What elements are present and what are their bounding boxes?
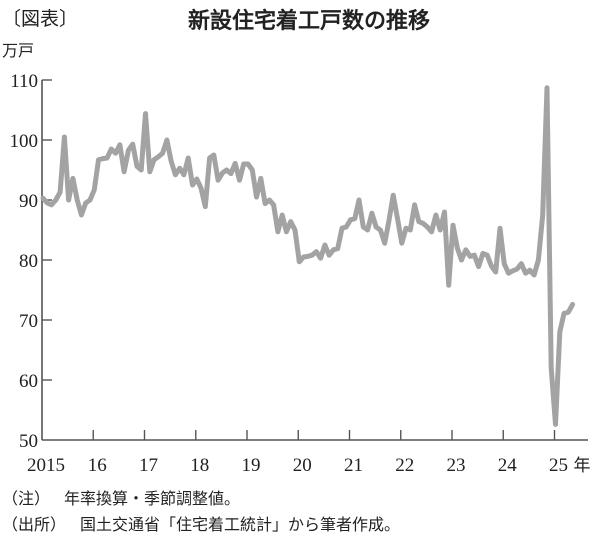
y-axis-unit-label: 万戸 <box>2 41 35 60</box>
x-tick-label: 17 <box>139 455 158 476</box>
x-tick-label: 24 <box>498 455 518 476</box>
figure-tag: 〔図表〕 <box>2 8 79 30</box>
x-tick-label: 16 <box>88 455 107 476</box>
x-tick-label: 23 <box>447 455 466 476</box>
y-tick-label: 60 <box>19 371 38 392</box>
y-tick-label: 100 <box>10 131 39 152</box>
y-axis: 50 60 70 80 90 100 110 <box>10 71 52 452</box>
chart-title: 新設住宅着工戸数の推移 <box>188 9 431 34</box>
footnote-source-text: 国土交通省「住宅着工統計」から筆者作成。 <box>80 515 401 534</box>
x-tick-label: 25 <box>549 455 568 476</box>
footnote-note: （注） 年率換算・季節調整値。 <box>2 485 240 509</box>
x-tick-label: 19 <box>242 455 261 476</box>
x-tick-label: 2015 <box>27 455 65 476</box>
y-tick-label: 70 <box>19 311 38 332</box>
footnote-note-text: 年率換算・季節調整値。 <box>64 489 241 508</box>
footnote-source: （出所） 国土交通省「住宅着工統計」から筆者作成。 <box>2 511 400 535</box>
x-tick-label: 21 <box>344 455 363 476</box>
series-line-housing-starts <box>40 85 576 427</box>
x-tick-label: 22 <box>395 455 414 476</box>
x-axis-unit-label: 年 <box>574 456 591 476</box>
footnote-source-key: （出所） <box>2 515 67 534</box>
x-axis: 2015 16 17 18 19 20 21 22 23 24 25 年 <box>27 430 591 476</box>
y-tick-label: 80 <box>19 251 38 272</box>
y-tick-label: 110 <box>10 71 38 92</box>
x-tick-label: 20 <box>293 455 312 476</box>
footnote-note-key: （注） <box>2 489 51 508</box>
y-tick-label: 50 <box>19 431 38 452</box>
y-tick-label: 90 <box>19 191 38 212</box>
x-tick-label: 18 <box>190 455 209 476</box>
